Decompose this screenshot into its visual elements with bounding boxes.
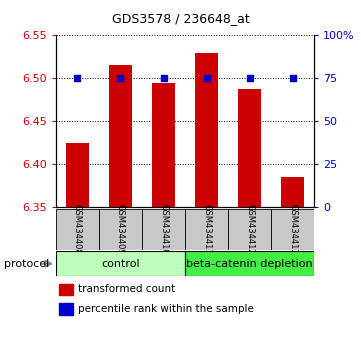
Bar <box>58 303 73 315</box>
Bar <box>109 65 132 207</box>
Bar <box>58 284 73 295</box>
Bar <box>228 209 271 250</box>
Bar <box>152 82 175 207</box>
Bar <box>56 251 185 276</box>
Point <box>204 75 209 81</box>
Text: protocol: protocol <box>4 259 49 269</box>
Point <box>247 75 252 81</box>
Text: GSM434411: GSM434411 <box>202 204 211 255</box>
Text: GDS3578 / 236648_at: GDS3578 / 236648_at <box>112 12 249 25</box>
Text: control: control <box>101 259 140 269</box>
Text: beta-catenin depletion: beta-catenin depletion <box>186 259 313 269</box>
Bar <box>66 143 89 207</box>
Bar <box>185 251 314 276</box>
Text: GSM434413: GSM434413 <box>288 204 297 255</box>
Text: transformed count: transformed count <box>78 284 175 295</box>
Text: GSM434412: GSM434412 <box>245 204 254 255</box>
Text: GSM434409: GSM434409 <box>116 204 125 255</box>
Bar <box>99 209 142 250</box>
Bar <box>195 52 218 207</box>
Point <box>75 75 81 81</box>
Bar <box>142 209 185 250</box>
Point <box>290 75 295 81</box>
Text: percentile rank within the sample: percentile rank within the sample <box>78 304 254 314</box>
Point <box>118 75 123 81</box>
Bar <box>185 209 228 250</box>
Bar <box>281 177 304 207</box>
Point <box>161 75 166 81</box>
Text: GSM434410: GSM434410 <box>159 204 168 255</box>
Bar <box>271 209 314 250</box>
Text: GSM434408: GSM434408 <box>73 204 82 255</box>
Bar <box>238 88 261 207</box>
Bar <box>56 209 99 250</box>
